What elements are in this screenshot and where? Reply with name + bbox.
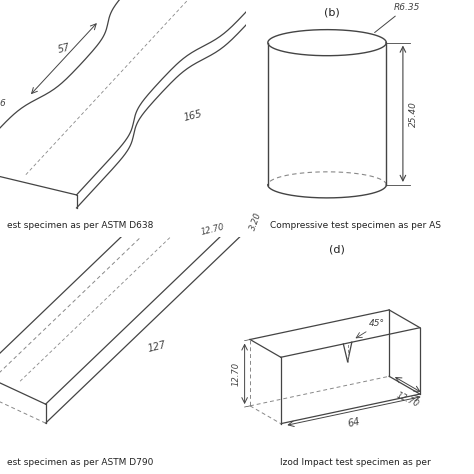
Text: Izod Impact test specimen as per: Izod Impact test specimen as per — [280, 458, 431, 467]
Text: 64: 64 — [347, 417, 361, 429]
Text: est specimen as per ASTM D638: est specimen as per ASTM D638 — [8, 221, 154, 230]
Text: 12.70: 12.70 — [200, 223, 226, 237]
Text: (d): (d) — [328, 244, 345, 254]
Text: 57: 57 — [56, 42, 71, 55]
Text: 127: 127 — [147, 339, 168, 354]
Text: R76: R76 — [0, 100, 7, 109]
Text: 25.40: 25.40 — [409, 101, 418, 127]
Text: 165: 165 — [183, 109, 203, 123]
Text: 12.70: 12.70 — [395, 391, 420, 409]
Text: Compressive test specimen as per AS: Compressive test specimen as per AS — [270, 221, 441, 230]
Text: (b): (b) — [324, 7, 340, 17]
Text: R6.35: R6.35 — [374, 3, 420, 33]
Text: 12.70: 12.70 — [232, 362, 241, 386]
Text: 45°: 45° — [368, 319, 384, 328]
Text: est specimen as per ASTM D790: est specimen as per ASTM D790 — [8, 458, 154, 467]
Text: 3.20: 3.20 — [248, 211, 263, 232]
